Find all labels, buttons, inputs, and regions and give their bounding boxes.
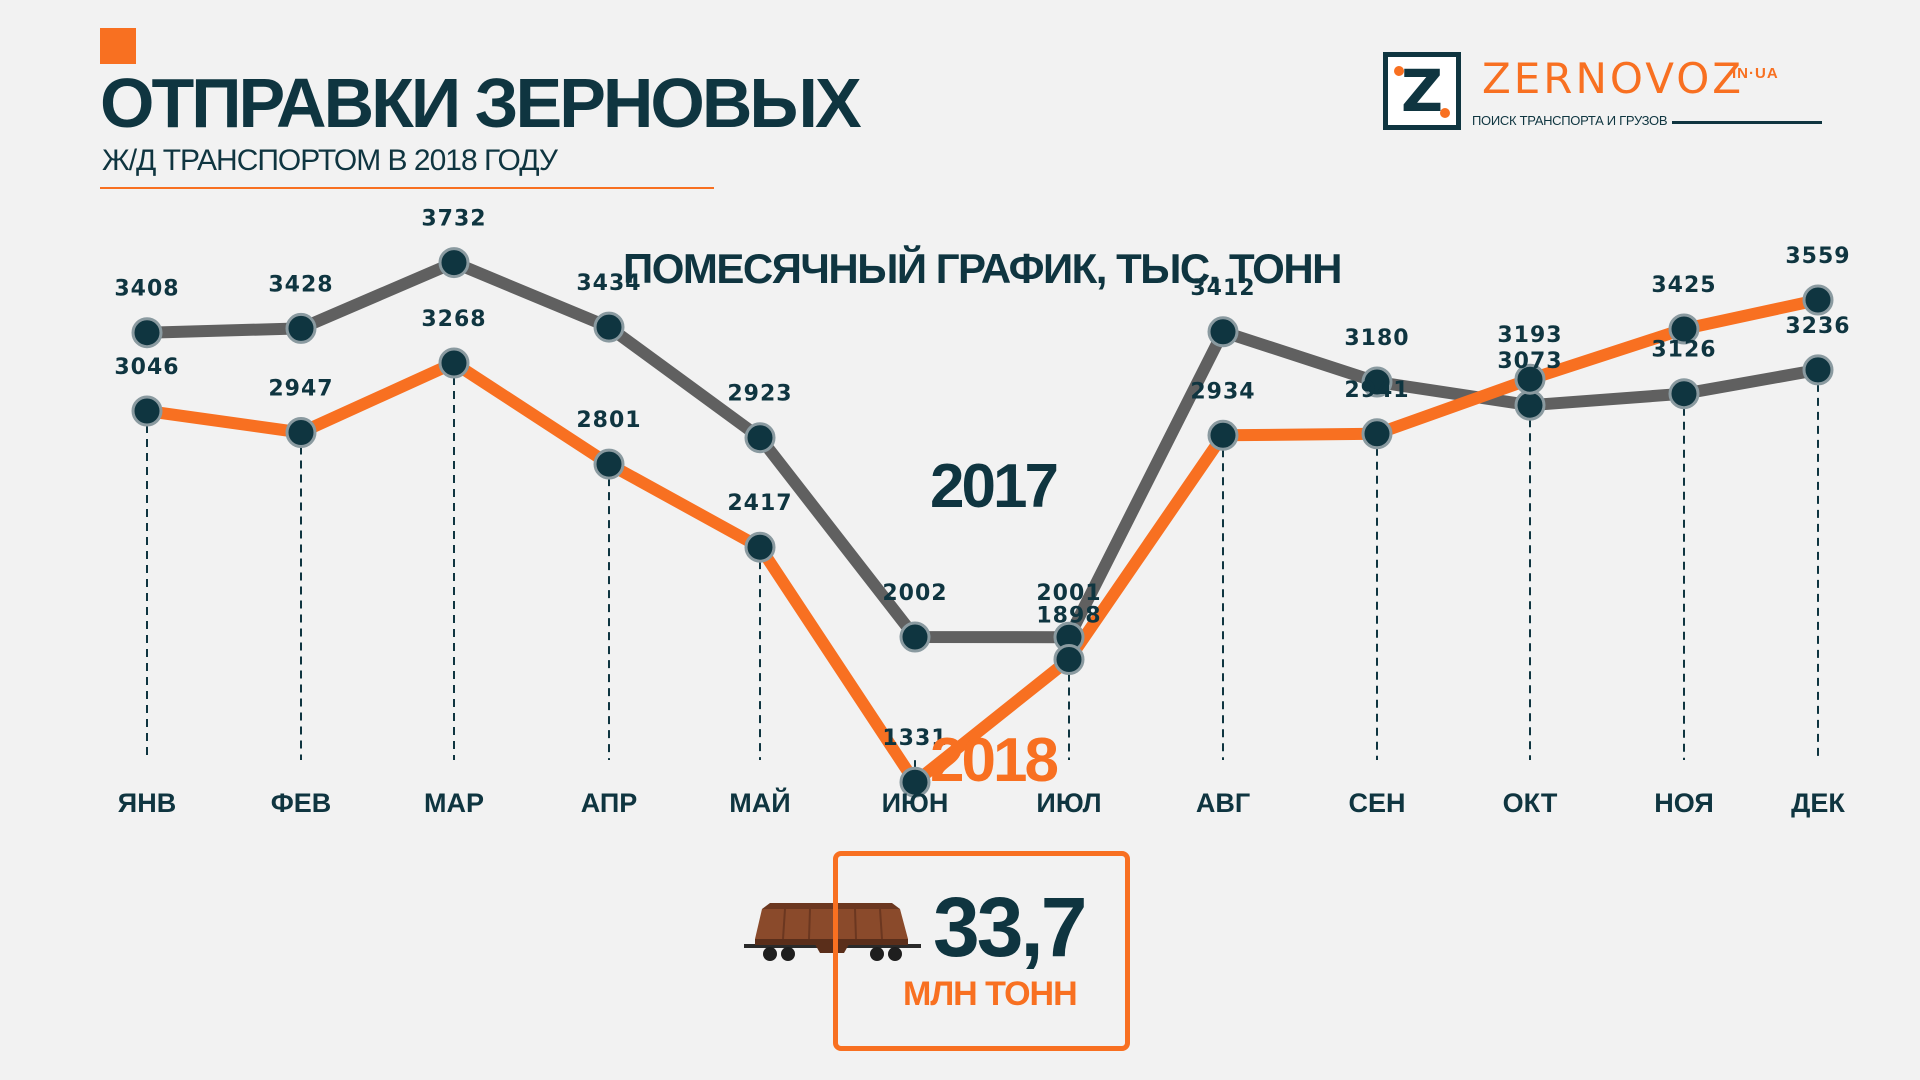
data-label-2017-0: 3408	[114, 277, 179, 302]
x-tick-label: ФЕВ	[271, 788, 332, 818]
point-2018-2	[438, 347, 470, 379]
logo-tagline: ПОИСК ТРАНСПОРТА И ГРУЗОВ	[1472, 113, 1668, 128]
total-box	[833, 851, 1130, 1051]
data-label-2017-8: 3180	[1344, 326, 1409, 351]
data-label-2017-2: 3732	[421, 207, 486, 232]
hopper-wagon-icon	[744, 903, 921, 961]
point-2018-7	[1207, 419, 1239, 451]
logo-dot-bottom	[1440, 108, 1450, 118]
x-tick-label: ИЮН	[882, 788, 949, 818]
x-tick-label: МАР	[424, 788, 484, 818]
data-label-2018-4: 2417	[727, 491, 792, 516]
data-label-2017-11: 3236	[1785, 314, 1850, 339]
point-2017-8	[1361, 366, 1393, 398]
data-label-2018-0: 3046	[114, 355, 179, 380]
point-2018-9	[1514, 363, 1546, 395]
data-label-2017-1: 3428	[268, 272, 333, 297]
data-label-2018-7: 2934	[1190, 379, 1255, 404]
data-label-2018-9: 3193	[1497, 323, 1562, 348]
point-2017-11	[1802, 354, 1834, 386]
point-2018-0	[131, 395, 163, 427]
x-tick-label: СЕН	[1348, 788, 1405, 818]
total-value: 33,7	[933, 880, 1087, 974]
logo-icon: Z	[1383, 52, 1461, 130]
accent-square	[100, 28, 136, 64]
point-2018-3	[593, 448, 625, 480]
data-label-2017-7: 3412	[1190, 276, 1255, 301]
data-label-2017-6: 2001	[1036, 581, 1101, 606]
data-label-2017-3: 3434	[576, 271, 641, 296]
point-2017-9	[1514, 389, 1546, 421]
series-line-2018	[141, 294, 1824, 789]
point-2017-3	[593, 311, 625, 343]
page-title: ОТПРАВКИ ЗЕРНОВЫХ	[100, 64, 862, 142]
point-2017-7	[1207, 316, 1239, 348]
data-label-2018-11: 3559	[1785, 244, 1850, 269]
logo-dot-top	[1394, 66, 1404, 76]
data-labels: 3408 3428 3732 3434 2923 2002 2001 3412 3180 3073…	[114, 207, 1850, 752]
x-tick-label: АВГ	[1196, 788, 1250, 818]
point-2017-0	[131, 317, 163, 349]
x-tick-label: ЯНВ	[118, 788, 176, 818]
point-2017-5	[899, 621, 931, 653]
series-line-2017	[141, 256, 1824, 644]
x-tick-label: ОКТ	[1503, 788, 1558, 818]
data-label-2018-5: 1331	[882, 726, 947, 751]
data-label-2018-2: 3268	[421, 307, 486, 332]
title-underline	[100, 187, 714, 189]
point-2018-10	[1668, 313, 1700, 345]
point-2018-5	[899, 766, 931, 798]
data-label-2017-10: 3126	[1651, 338, 1716, 363]
x-tick-label: ДЕК	[1791, 788, 1845, 818]
point-2018-8	[1361, 418, 1393, 450]
point-2017-1	[285, 312, 317, 344]
x-tick-label: ИЮЛ	[1036, 788, 1101, 818]
data-label-2018-6: 1898	[1036, 604, 1101, 629]
data-label-2017-5: 2002	[882, 581, 947, 606]
logo-letter: Z	[1400, 57, 1444, 125]
point-2018-11	[1802, 284, 1834, 316]
data-label-2018-8: 2941	[1344, 378, 1409, 403]
data-points	[131, 247, 1834, 798]
data-label-2017-9: 3073	[1497, 349, 1562, 374]
data-label-2018-10: 3425	[1651, 273, 1716, 298]
month-guides	[146, 363, 1819, 783]
page-subtitle: Ж/Д ТРАНСПОРТОМ В 2018 ГОДУ	[102, 144, 558, 177]
data-label-2018-1: 2947	[268, 377, 333, 402]
point-2017-4	[744, 422, 776, 454]
point-2018-4	[744, 531, 776, 563]
logo-name: ZERNOVOZ	[1482, 54, 1745, 103]
x-tick-label: АПР	[581, 788, 638, 818]
series-label-2018: 2018	[930, 726, 1057, 795]
point-2017-2	[438, 247, 470, 279]
chart-title: ПОМЕСЯЧНЫЙ ГРАФИК, ТЫС. ТОНН	[623, 244, 1341, 292]
point-2018-6	[1053, 644, 1085, 675]
data-label-2017-4: 2923	[727, 382, 792, 407]
series-lines	[141, 256, 1824, 789]
data-label-2018-3: 2801	[576, 408, 641, 433]
x-tick-label: МАЙ	[729, 787, 790, 818]
point-2018-1	[285, 417, 317, 448]
logo-domain: IN·UA	[1732, 65, 1779, 82]
point-2017-10	[1668, 378, 1700, 410]
x-tick-label: НОЯ	[1654, 788, 1714, 818]
total-unit: МЛН ТОНН	[903, 975, 1078, 1013]
logo-underline	[1672, 121, 1822, 124]
x-axis-ticks: ЯНВ ФЕВ МАР АПР МАЙ ИЮН ИЮЛ АВГ СЕН ОКТ НОЯ ДЕК	[118, 787, 1846, 818]
series-label-2017: 2017	[930, 452, 1056, 521]
